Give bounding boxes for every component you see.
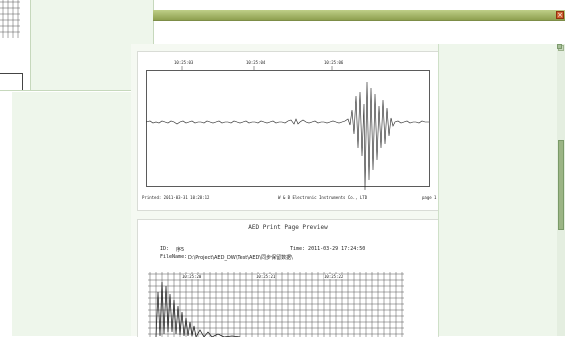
time-ticks (181, 66, 333, 70)
time-label: 10:25:06 (324, 60, 344, 65)
thumbnail-box (0, 73, 23, 90)
preview-page-1: 10:25:03 10:25:04 10:25:06 Printed: 2011… (137, 51, 439, 211)
grid-time-label: 10:25:22 (324, 274, 344, 279)
filename-value: D:\Project\AED_DW\Test\AED\同步保留数据\ (188, 255, 293, 261)
waveform-plot (146, 66, 430, 191)
id-value: 序5 (176, 247, 185, 253)
right-panel (438, 44, 565, 336)
time-label: 10:25:04 (246, 60, 266, 65)
filename-label: FileName: (160, 254, 188, 260)
ecg-grid-lines (148, 272, 404, 337)
footer-page-number: page 1 (422, 195, 437, 200)
footer-company: W & B Electronic Instruments Co., LTD (278, 195, 368, 200)
preview-page-2: AED Print Page Preview ID: 序5 Time: 2011… (137, 219, 439, 337)
close-button[interactable]: × (556, 11, 564, 19)
panel-resize-handle[interactable] (557, 44, 562, 49)
close-icon: × (557, 11, 563, 19)
plot-frame (146, 70, 430, 187)
left-floating-panel (0, 0, 154, 91)
time-value: Time: 2011-03-29 17:24:50 (290, 246, 366, 252)
time-label: 10:25:03 (174, 60, 194, 65)
footer-printed: Printed: 2011-03-31 10:28:12 (142, 195, 210, 200)
scroll-thumb[interactable] (558, 140, 564, 230)
grid-time-label: 10:25:21 (256, 274, 276, 279)
vertical-scrollbar[interactable] (557, 44, 565, 336)
window-title-bar[interactable]: × (153, 10, 565, 21)
ecg-grid-plot (148, 272, 404, 337)
left-panel (12, 92, 132, 336)
thumbnail-strip (0, 0, 31, 90)
id-label: ID: (160, 246, 170, 252)
print-page-title: AED Print Page Preview (248, 224, 328, 231)
waveform-trace (146, 81, 429, 191)
grid-time-label: 10:25:20 (182, 274, 202, 279)
thumbnail-grid (0, 0, 20, 38)
